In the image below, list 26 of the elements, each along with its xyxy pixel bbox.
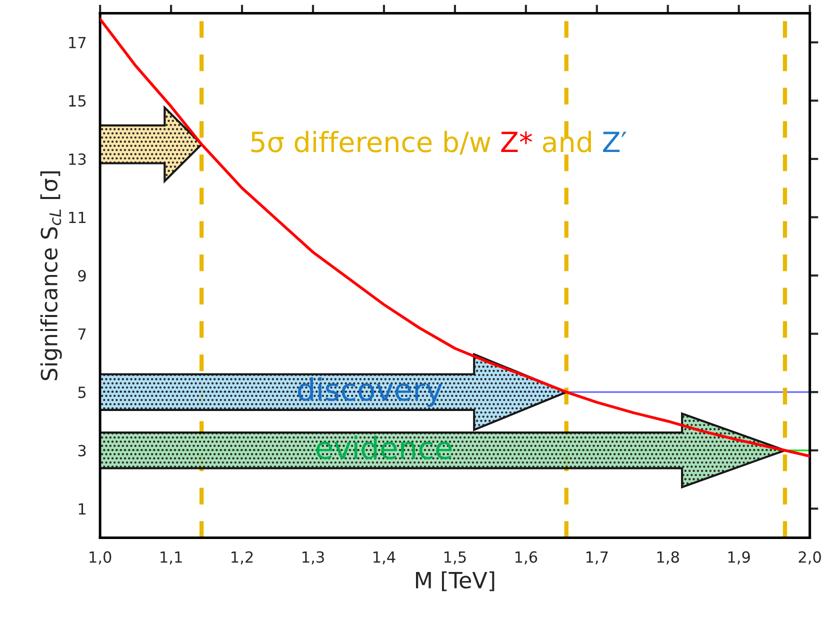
x-tick-label: 1,2 — [232, 551, 253, 564]
y-tick-label: 9 — [78, 270, 86, 282]
x-tick-label: 1,5 — [444, 551, 466, 564]
y-tick-label: 15 — [69, 95, 86, 107]
y-tick-label: 3 — [78, 444, 86, 456]
y-tick-label: 17 — [69, 37, 86, 48]
x-tick-label: 1,9 — [728, 551, 750, 564]
annotation: and — [542, 130, 591, 152]
x-tick-label: 1,8 — [657, 551, 679, 564]
x-tick-label: 1,6 — [515, 551, 538, 564]
x-tick-label: 1,0 — [90, 551, 112, 564]
y-tick-label: 11 — [69, 212, 86, 224]
annotation: Z* — [501, 131, 532, 152]
x-tick-label: 1,3 — [302, 551, 324, 564]
x-axis-title: M [TeV] — [416, 571, 494, 592]
y-tick-label: 7 — [78, 328, 86, 340]
y-tick-label: 1 — [78, 503, 86, 514]
x-tick-label: 1,1 — [160, 551, 182, 564]
x-tick-label: 1,7 — [586, 551, 608, 564]
annotation: Z′ — [603, 132, 626, 152]
x-tick-label: 2,0 — [798, 551, 821, 564]
y-axis-title: Significance S$_{cL}$ [σ] — [40, 171, 62, 380]
x-tick-label: 1,4 — [374, 551, 396, 564]
y-tick-label: 5 — [78, 386, 86, 398]
y-tick-label: 13 — [69, 153, 86, 165]
annotation: 5σ difference b/w — [251, 130, 490, 155]
